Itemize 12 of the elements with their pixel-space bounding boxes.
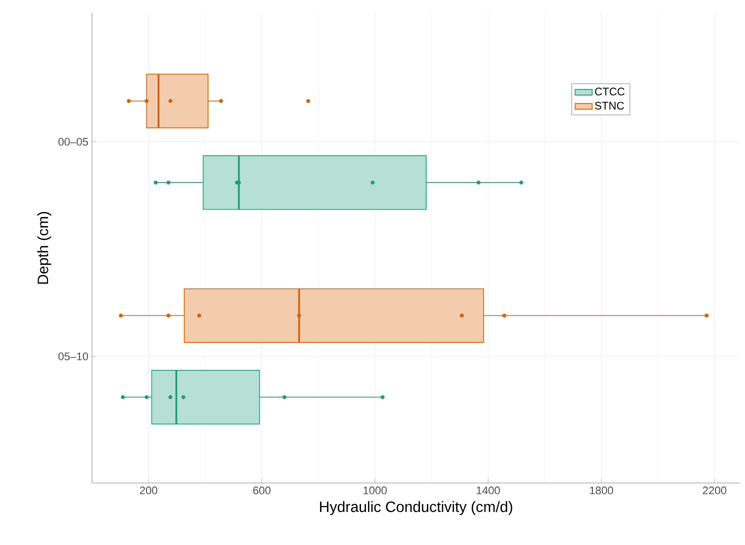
legend-label: CTCC <box>595 88 625 96</box>
y-axis-title: Depth (cm) <box>37 212 52 284</box>
y-tick-label: 05–10 <box>58 352 88 360</box>
x-tick-label: 200 <box>140 486 158 494</box>
x-tick-label: 1800 <box>590 486 614 494</box>
x-axis-title: Hydraulic Conductivity (cm/d) <box>320 501 512 516</box>
x-tick-label: 1400 <box>476 486 500 494</box>
x-tick-label: 2200 <box>702 486 726 494</box>
x-tick-label: 600 <box>253 486 270 494</box>
legend-label: STNC <box>595 102 624 110</box>
x-tick-label: 1000 <box>364 486 387 494</box>
y-tick-label: 00–05 <box>58 138 88 146</box>
